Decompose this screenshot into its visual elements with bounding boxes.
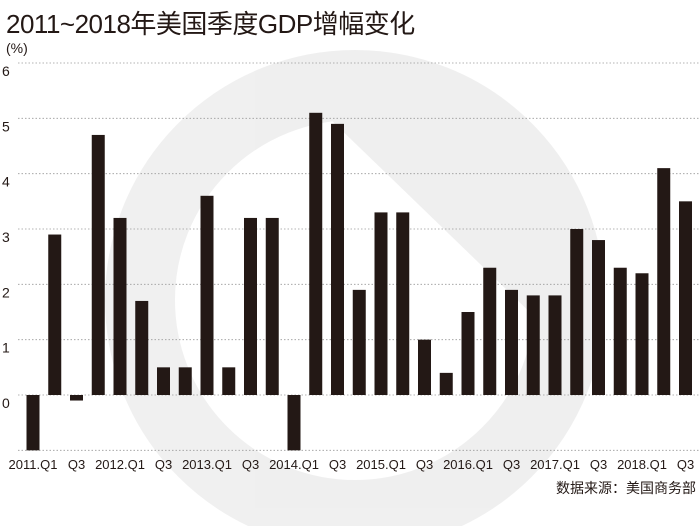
bar-2015.Q4 [439,372,453,395]
x-tick-label: Q3 [68,457,85,472]
bar-2018.Q1 [635,273,649,395]
grid-lines [18,62,700,451]
x-tick-label: Q3 [590,457,607,472]
y-tick-label: 4 [2,174,10,190]
bar-2015.Q2 [396,212,410,395]
bars [26,112,692,451]
x-tick-label: Q3 [416,457,433,472]
bar-2012.Q1 [113,217,127,395]
bar-2016.Q4 [526,295,540,395]
y-tick-label: 5 [2,118,10,134]
x-tick-label: 2017.Q1 [530,457,580,472]
y-axis-ticks: 0 1 2 3 4 5 6 [2,63,10,411]
bar-2012.Q4 [178,367,192,395]
y-tick-label: 1 [2,340,10,356]
x-axis-ticks: 2011.Q1 Q3 2012.Q1 Q3 2013.Q1 Q3 2014.Q1 Q3 2015… [9,457,695,472]
x-tick-label: 2016.Q1 [443,457,493,472]
bar-2014.Q2 [309,112,323,396]
x-tick-label: 2018.Q1 [617,457,667,472]
x-tick-label: 2014.Q1 [269,457,319,472]
x-tick-label: 2015.Q1 [356,457,406,472]
bar-2017.Q3 [592,240,605,395]
bar-2015.Q3 [418,339,431,395]
chart-title: 2011~2018年美国季度GDP增幅变化 [6,9,415,39]
bar-2015.Q1 [374,212,388,395]
bar-2017.Q1 [548,295,562,395]
y-tick-label: 6 [2,63,10,79]
bar-2011.Q1 [26,395,40,451]
y-axis-unit: (%) [6,40,28,56]
x-tick-label: Q3 [677,457,694,472]
bar-2014.Q4 [352,289,366,395]
x-tick-label: Q3 [242,457,259,472]
bar-2013.Q2 [222,367,236,395]
x-tick-label: Q3 [155,457,172,472]
y-tick-label: 3 [2,229,10,245]
bar-2012.Q2 [135,300,149,395]
bar-2014.Q1 [287,395,301,451]
x-tick-label: Q3 [329,457,346,472]
bar-2013.Q3 [244,217,257,395]
bar-2012.Q3 [157,367,170,395]
bar-2011.Q4 [91,134,105,395]
bar-2016.Q2 [483,267,497,395]
x-tick-label: 2011.Q1 [9,457,58,472]
source-note: 数据来源：美国商务部 [556,480,696,496]
watermark-logo [105,50,605,526]
bar-2011.Q3 [70,395,83,401]
bar-2014.Q3 [331,123,344,395]
bar-2017.Q4 [613,267,627,395]
bar-2013.Q4 [265,217,279,395]
bar-2016.Q1 [461,312,475,395]
bar-2016.Q3 [505,289,518,395]
bar-2017.Q2 [570,229,584,395]
bar-2018.Q2 [657,168,671,395]
bar-2018.Q3 [679,201,692,395]
x-tick-label: 2013.Q1 [182,457,232,472]
bar-2013.Q1 [200,195,214,395]
bar-2011.Q2 [48,234,62,395]
x-tick-label: 2012.Q1 [95,457,145,472]
y-tick-label: 0 [2,395,10,411]
x-tick-label: Q3 [503,457,520,472]
y-tick-label: 2 [2,284,10,300]
